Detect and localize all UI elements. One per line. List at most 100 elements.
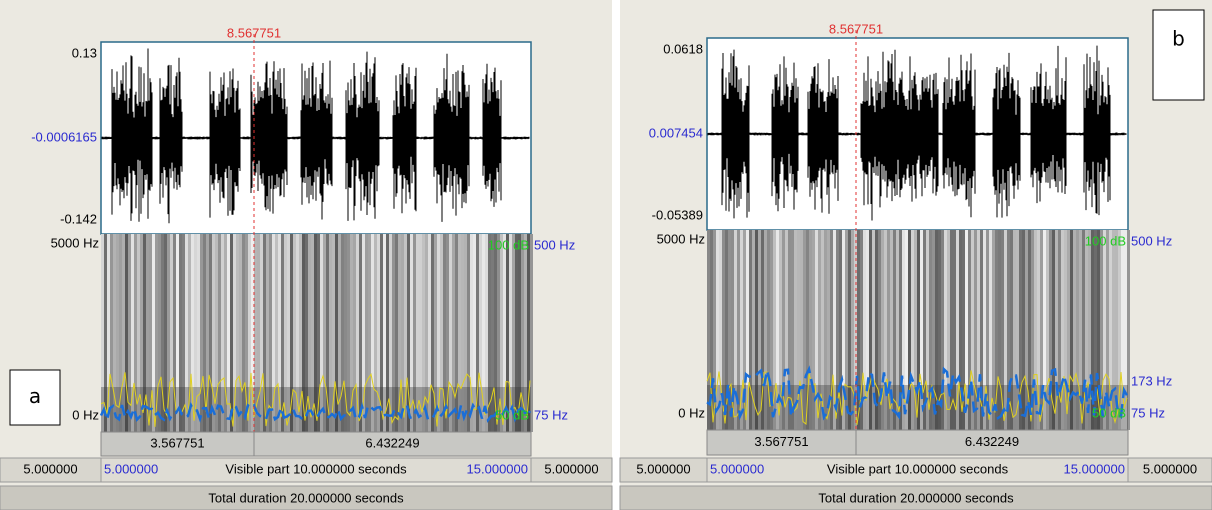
spectrogram-column	[848, 230, 851, 430]
spectrogram-column	[212, 234, 215, 432]
spectrogram-column	[293, 234, 296, 432]
db-max: 100 dB	[1085, 233, 1126, 248]
spectrogram-column	[251, 234, 254, 432]
spectrogram-column	[1010, 230, 1013, 430]
spectrogram-column	[1040, 230, 1043, 430]
total-row	[0, 485, 613, 510]
selection-left	[706, 429, 857, 456]
spectrogram-column	[794, 230, 797, 430]
spectrogram-column	[716, 230, 719, 430]
spectrogram-column	[221, 234, 224, 432]
spectrogram-column	[1034, 230, 1037, 430]
spectrogram-column	[1019, 230, 1022, 430]
pitch-min: 75 Hz	[534, 407, 568, 422]
spectrogram-column	[851, 230, 854, 430]
spectrogram-column	[230, 234, 233, 432]
spectrogram-column	[953, 230, 956, 430]
spectrogram-column	[944, 230, 947, 430]
spectrogram-column	[227, 234, 230, 432]
spectrogram-column	[842, 230, 845, 430]
spectrogram-column	[833, 230, 836, 430]
selection-right	[855, 429, 1129, 456]
spectrogram-column	[914, 230, 917, 430]
spectrogram-column	[188, 234, 191, 432]
spectrogram-column	[746, 230, 749, 430]
pitch-min: 75 Hz	[1131, 405, 1165, 420]
spectrogram-column	[392, 234, 395, 432]
pitch-max: 500 Hz	[534, 237, 575, 252]
spectrogram-column	[827, 230, 830, 430]
spectrogram-column	[896, 230, 899, 430]
spectrogram-column	[197, 234, 200, 432]
spectrogram-column	[455, 234, 458, 432]
spectrogram-column	[482, 234, 485, 432]
wave-min: -0.142	[60, 211, 97, 226]
spectrogram-column	[1028, 230, 1031, 430]
db-min: 50 dB	[1092, 405, 1126, 420]
spectrogram-column	[890, 230, 893, 430]
spectrogram-column	[1025, 230, 1028, 430]
spectrogram-column	[812, 230, 815, 430]
selection-left-duration: 3.567751	[150, 435, 204, 450]
spectrogram-column	[911, 230, 914, 430]
spectrogram-column	[317, 234, 320, 432]
nav-left: 5.000000	[710, 461, 764, 476]
spectrogram-column	[761, 230, 764, 430]
spectrogram-column	[977, 230, 980, 430]
spectrogram-column	[908, 230, 911, 430]
spectrogram-column	[1121, 230, 1124, 430]
spectrogram-column	[1052, 230, 1055, 430]
spectrogram-column	[419, 234, 422, 432]
spectrogram-column	[341, 234, 344, 432]
spectrogram-column	[863, 230, 866, 430]
spectrogram-column	[998, 230, 1001, 430]
spectrogram-column	[737, 230, 740, 430]
spectrogram-column	[713, 230, 716, 430]
spectrogram-column	[968, 230, 971, 430]
spectrogram-column	[1001, 230, 1004, 430]
spectrogram-column	[923, 230, 926, 430]
spectrogram-column	[755, 230, 758, 430]
spectrogram-column	[839, 230, 842, 430]
spectrogram-column	[722, 230, 725, 430]
spectrogram-column	[434, 234, 437, 432]
wave-mid: -0.0006165	[31, 129, 97, 144]
panel-label-box	[9, 369, 61, 426]
spectrogram-column	[740, 230, 743, 430]
total-row	[619, 485, 1212, 510]
selection-right-duration: 6.432249	[965, 434, 1019, 449]
pitch-mark: 173 Hz	[1131, 373, 1172, 388]
spectrogram-column	[257, 234, 260, 432]
spectrogram-column	[170, 234, 173, 432]
spectrogram-column	[920, 230, 923, 430]
spectrogram-column	[311, 234, 314, 432]
spectrogram-column	[410, 234, 413, 432]
spectrogram-column	[242, 234, 245, 432]
spectrogram-column	[383, 234, 386, 432]
spectrogram-column	[344, 234, 347, 432]
spectrogram-column	[980, 230, 983, 430]
spectrogram-column	[872, 230, 875, 430]
spectrogram-column	[107, 234, 110, 432]
spectrogram-column	[983, 230, 986, 430]
spectrogram-column	[185, 234, 188, 432]
spectrogram-column	[728, 230, 731, 430]
panel-label: b	[1172, 27, 1185, 51]
spectrogram-column	[116, 234, 119, 432]
spectrogram-column	[437, 234, 440, 432]
spectrogram-column	[1100, 230, 1103, 430]
spectrogram-column	[395, 234, 398, 432]
spectrogram-column	[488, 234, 491, 432]
spectrogram-column	[524, 234, 527, 432]
spectrogram-column	[875, 230, 878, 430]
db-min: 50 dB	[495, 407, 529, 422]
spectrogram-column	[860, 230, 863, 430]
spectrogram-column	[146, 234, 149, 432]
spectrogram-column	[206, 234, 209, 432]
spectrogram-column	[371, 234, 374, 432]
nav-visible-text: Visible part 10.000000 seconds	[225, 461, 407, 476]
spectrogram-column	[365, 234, 368, 432]
spectrogram-column	[320, 234, 323, 432]
spectrogram-column	[236, 234, 239, 432]
spectrogram-column	[1076, 230, 1079, 430]
